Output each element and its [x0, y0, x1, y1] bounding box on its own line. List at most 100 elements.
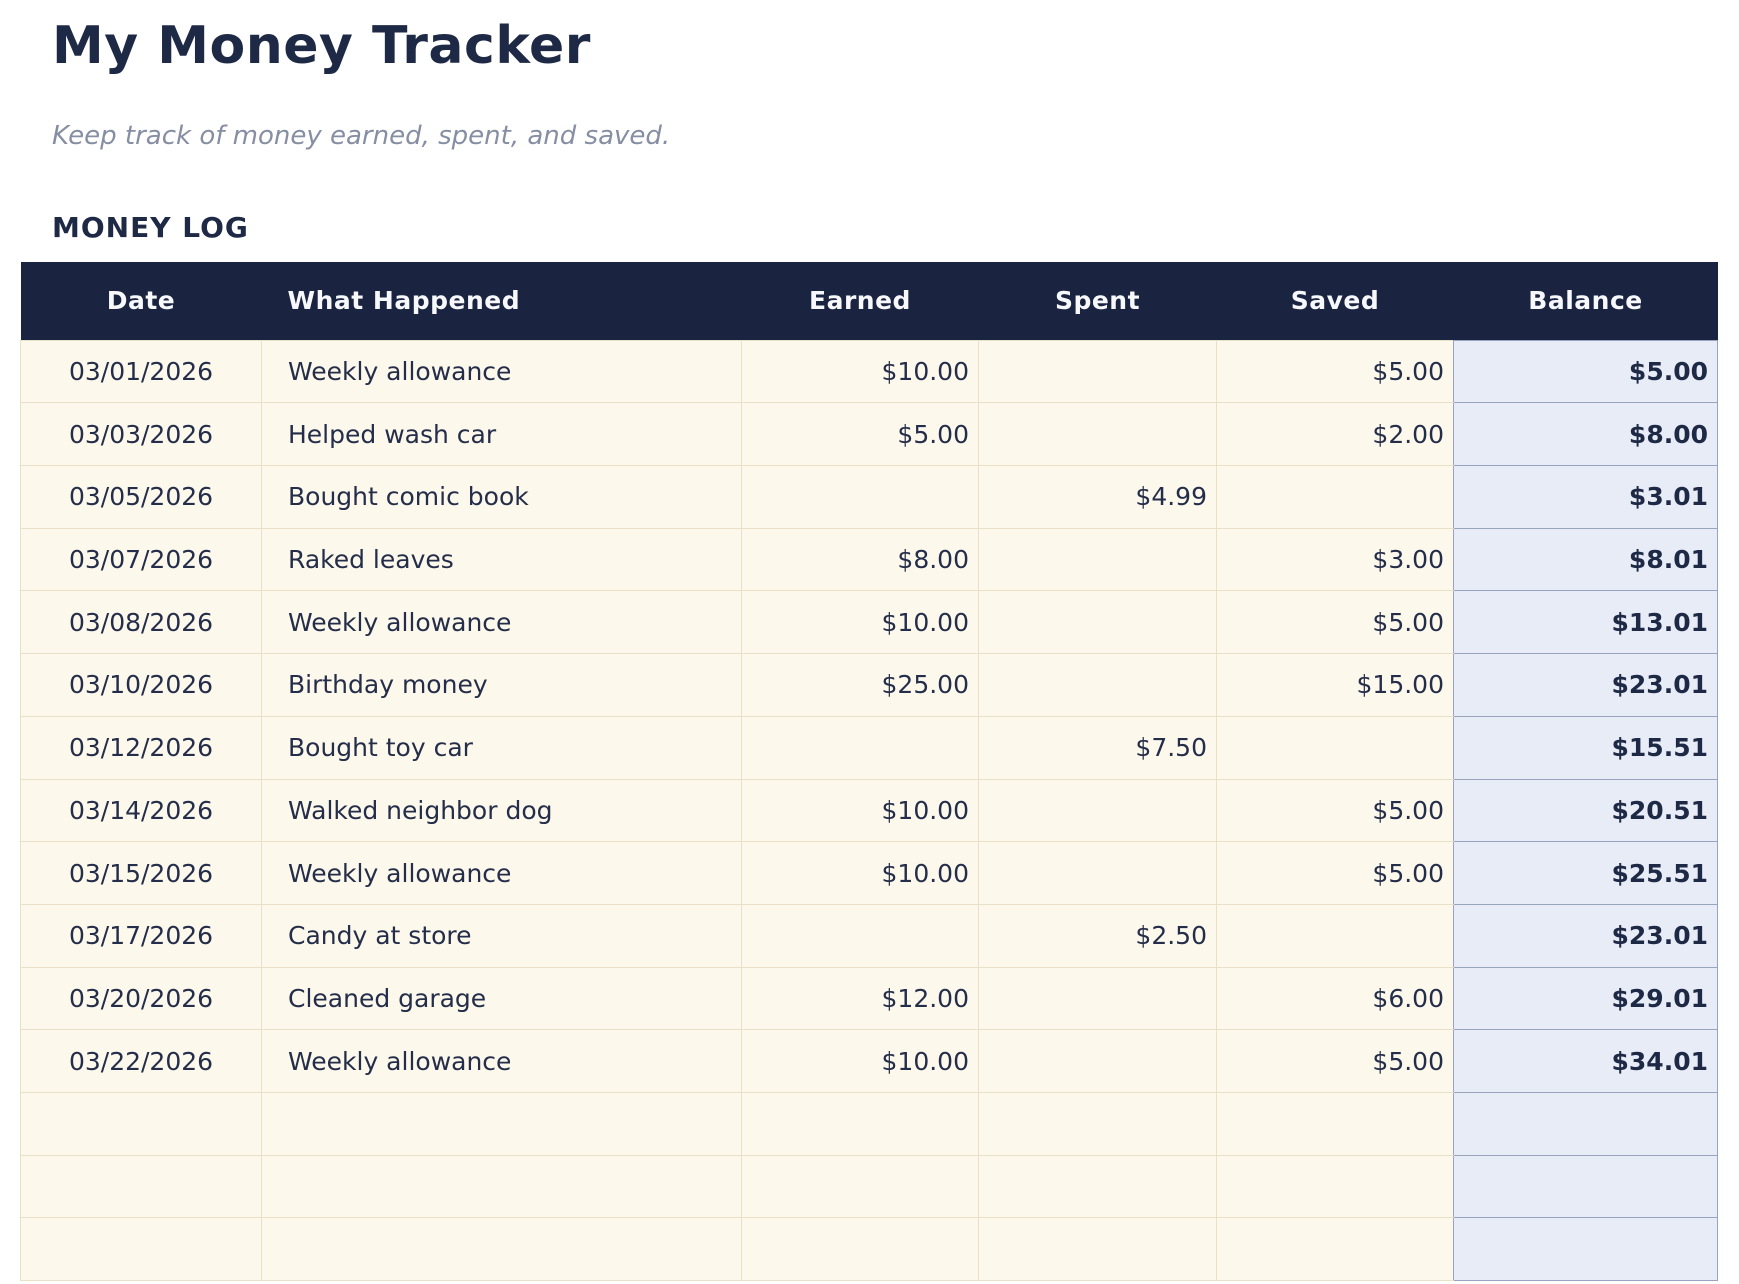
cell-saved: $5.00	[1216, 339, 1454, 404]
cell-balance: $8.01	[1453, 527, 1718, 592]
cell-balance: $13.01	[1453, 590, 1718, 655]
cell-date: 03/05/2026	[20, 465, 262, 529]
cell-earned: $10.00	[741, 778, 979, 843]
section-title: MONEY LOG	[52, 211, 249, 245]
cell-date: 03/08/2026	[20, 590, 262, 655]
cell-saved	[1216, 1091, 1454, 1156]
header-row: Date What Happened Earned Spent Saved Ba…	[20, 262, 1718, 341]
cell-balance: $25.51	[1453, 841, 1718, 905]
cell-spent	[978, 778, 1217, 843]
cell-date	[20, 1217, 262, 1281]
cell-earned: $10.00	[741, 1029, 979, 1093]
cell-spent	[978, 966, 1217, 1031]
cell-what-happened: Walked neighbor dog	[261, 778, 742, 843]
table-row: 03/15/2026 Weekly allowance $10.00 $5.00…	[20, 841, 1718, 905]
cell-earned: $25.00	[741, 653, 979, 717]
table-row: 03/17/2026 Candy at store $2.50 $23.01	[20, 903, 1718, 968]
cell-date: 03/07/2026	[20, 527, 262, 592]
cell-what-happened	[261, 1217, 742, 1281]
page-subtitle: Keep track of money earned, spent, and s…	[52, 121, 671, 152]
table-row: 03/07/2026 Raked leaves $8.00 $3.00 $8.0…	[20, 527, 1718, 592]
cell-saved: $5.00	[1216, 1029, 1454, 1093]
column-header-spent: Spent	[978, 262, 1217, 341]
cell-date: 03/14/2026	[20, 778, 262, 843]
cell-spent	[978, 402, 1217, 467]
cell-balance: $8.00	[1453, 402, 1718, 467]
cell-saved: $15.00	[1216, 653, 1454, 717]
cell-earned: $5.00	[741, 402, 979, 467]
column-header-date: Date	[20, 262, 262, 341]
cell-saved: $3.00	[1216, 527, 1454, 592]
cell-spent	[978, 653, 1217, 717]
cell-balance	[1453, 1091, 1718, 1156]
table-row: 03/22/2026 Weekly allowance $10.00 $5.00…	[20, 1029, 1718, 1093]
cell-saved	[1216, 903, 1454, 968]
cell-spent	[978, 1029, 1217, 1093]
column-header-earned: Earned	[741, 262, 979, 341]
cell-spent	[978, 1154, 1217, 1219]
cell-spent: $7.50	[978, 715, 1217, 780]
table-row	[20, 1154, 1718, 1219]
cell-balance: $20.51	[1453, 778, 1718, 843]
cell-earned: $10.00	[741, 590, 979, 655]
cell-earned	[741, 465, 979, 529]
table-row: 03/20/2026 Cleaned garage $12.00 $6.00 $…	[20, 966, 1718, 1031]
cell-saved: $2.00	[1216, 402, 1454, 467]
cell-balance: $34.01	[1453, 1029, 1718, 1093]
cell-spent	[978, 841, 1217, 905]
cell-balance: $5.00	[1453, 339, 1718, 404]
cell-what-happened: Birthday money	[261, 653, 742, 717]
table-row	[20, 1091, 1718, 1156]
cell-what-happened: Weekly allowance	[261, 841, 742, 905]
cell-saved	[1216, 1154, 1454, 1219]
cell-saved: $6.00	[1216, 966, 1454, 1031]
table-row: 03/08/2026 Weekly allowance $10.00 $5.00…	[20, 590, 1718, 655]
cell-balance: $23.01	[1453, 903, 1718, 968]
page-title: My Money Tracker	[52, 16, 591, 76]
cell-earned	[741, 1091, 979, 1156]
cell-date	[20, 1091, 262, 1156]
cell-saved: $5.00	[1216, 841, 1454, 905]
table-row: 03/14/2026 Walked neighbor dog $10.00 $5…	[20, 778, 1718, 843]
cell-what-happened: Cleaned garage	[261, 966, 742, 1031]
cell-what-happened: Candy at store	[261, 903, 742, 968]
cell-earned	[741, 1154, 979, 1219]
cell-saved	[1216, 1217, 1454, 1281]
column-header-balance: Balance	[1453, 262, 1718, 341]
cell-spent: $4.99	[978, 465, 1217, 529]
cell-balance: $3.01	[1453, 465, 1718, 529]
cell-spent	[978, 1217, 1217, 1281]
table-row: 03/03/2026 Helped wash car $5.00 $2.00 $…	[20, 402, 1718, 467]
cell-earned	[741, 715, 979, 780]
table-row: 03/01/2026 Weekly allowance $10.00 $5.00…	[20, 339, 1718, 404]
cell-date: 03/20/2026	[20, 966, 262, 1031]
cell-balance: $23.01	[1453, 653, 1718, 717]
cell-spent	[978, 590, 1217, 655]
cell-date: 03/01/2026	[20, 339, 262, 404]
cell-what-happened	[261, 1091, 742, 1156]
cell-balance: $29.01	[1453, 966, 1718, 1031]
column-header-what-happened: What Happened	[261, 262, 742, 341]
table-row	[20, 1217, 1718, 1281]
cell-spent: $2.50	[978, 903, 1217, 968]
cell-what-happened: Weekly allowance	[261, 590, 742, 655]
cell-what-happened: Helped wash car	[261, 402, 742, 467]
money-log-table: Date What Happened Earned Spent Saved Ba…	[20, 262, 1718, 1281]
cell-balance	[1453, 1154, 1718, 1219]
table-row: 03/05/2026 Bought comic book $4.99 $3.01	[20, 465, 1718, 529]
cell-earned: $8.00	[741, 527, 979, 592]
cell-what-happened: Weekly allowance	[261, 1029, 742, 1093]
cell-spent	[978, 527, 1217, 592]
money-log-table-header: Date What Happened Earned Spent Saved Ba…	[20, 262, 1718, 341]
cell-spent	[978, 339, 1217, 404]
cell-date: 03/10/2026	[20, 653, 262, 717]
cell-saved	[1216, 465, 1454, 529]
cell-date: 03/03/2026	[20, 402, 262, 467]
cell-saved: $5.00	[1216, 590, 1454, 655]
cell-saved: $5.00	[1216, 778, 1454, 843]
cell-date: 03/17/2026	[20, 903, 262, 968]
money-log-table-body: 03/01/2026 Weekly allowance $10.00 $5.00…	[20, 339, 1718, 1281]
cell-date	[20, 1154, 262, 1219]
cell-what-happened: Bought comic book	[261, 465, 742, 529]
